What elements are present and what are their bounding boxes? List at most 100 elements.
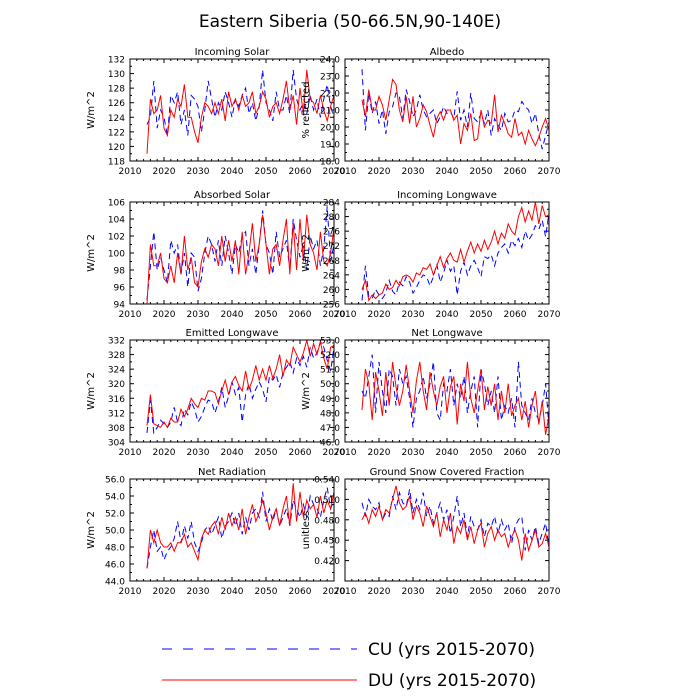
x-tick-label: 2020 — [153, 310, 176, 320]
panel-8: Ground Snow Covered Fraction unitless 2010… — [301, 467, 561, 597]
x-tick-label: 2050 — [470, 587, 493, 597]
y-tick-label: 256 — [323, 301, 340, 311]
y-axis-label: W/m^2 — [301, 372, 312, 410]
x-tick-label: 2050 — [255, 310, 278, 320]
y-tick-label: 94 — [114, 301, 126, 311]
plot-frame — [344, 339, 550, 443]
x-tick-label: 2030 — [187, 448, 210, 458]
x-tick-label: 2030 — [187, 310, 210, 320]
y-tick-label: 312 — [108, 409, 125, 419]
y-tick-label: 24.0 — [320, 56, 340, 66]
x-tick-label: 2040 — [436, 448, 459, 458]
y-tick-label: 280 — [323, 213, 340, 223]
y-axis-label: W/m^2 — [86, 511, 97, 549]
plot-frame — [344, 201, 550, 305]
chart-panels: Incoming Solar W/m^2 2010 2020 2030 2040 2050 2… — [86, 47, 561, 597]
x-tick-label: 2060 — [289, 448, 312, 458]
y-tick-label: 22.0 — [320, 90, 340, 100]
x-tick-label: 2050 — [470, 448, 493, 458]
x-tick-label: 2060 — [504, 167, 527, 177]
x-tick-label: 2010 — [119, 448, 142, 458]
panel-title: Albedo — [430, 47, 465, 58]
x-tick-label: 2020 — [368, 448, 391, 458]
series-line-du — [361, 78, 549, 147]
plot-frame — [129, 58, 335, 162]
panel-7: Net Radiation W/m^2 2010 2020 2030 2040 2050 20… — [86, 467, 346, 597]
x-tick-label: 2070 — [538, 448, 561, 458]
series-line-du — [146, 483, 334, 569]
y-tick-label: 96 — [114, 284, 126, 294]
series-line-cu — [361, 212, 549, 301]
x-tick-label: 2030 — [402, 448, 425, 458]
x-tick-label: 2070 — [323, 587, 346, 597]
x-tick-label: 2010 — [119, 310, 142, 320]
x-tick-label: 2070 — [323, 167, 346, 177]
y-tick-label: 0.420 — [314, 557, 340, 567]
y-tick-label: 54.0 — [105, 493, 125, 503]
y-tick-label: 126 — [108, 99, 125, 109]
x-tick-label: 2060 — [504, 448, 527, 458]
x-tick-label: 2010 — [334, 448, 357, 458]
y-tick-label: 18.0 — [320, 158, 340, 168]
y-axis-label: W/m^2 — [86, 234, 97, 272]
x-tick-label: 2040 — [221, 310, 244, 320]
y-tick-label: 124 — [108, 114, 125, 124]
y-tick-label: 268 — [323, 257, 340, 267]
x-tick-label: 2020 — [368, 167, 391, 177]
x-tick-label: 2010 — [334, 310, 357, 320]
panel-5: Emitted Longwave W/m^2 2010 2020 2030 2040 205… — [86, 328, 346, 458]
y-tick-label: 122 — [108, 128, 125, 138]
x-tick-label: 2040 — [436, 587, 459, 597]
y-tick-label: 130 — [108, 70, 125, 80]
y-axis-label: % reflected — [301, 81, 312, 138]
legend-label-du: DU (yrs 2015-2070) — [368, 671, 536, 691]
y-tick-label: 23.0 — [320, 73, 340, 83]
y-tick-label: 50.0 — [320, 380, 340, 390]
x-tick-label: 2040 — [436, 310, 459, 320]
panel-title: Incoming Longwave — [397, 190, 497, 201]
series-line-cu — [146, 487, 334, 569]
y-tick-label: 20.0 — [320, 124, 340, 134]
legend-label-cu: CU (yrs 2015-2070) — [368, 640, 535, 660]
panel-title: Ground Snow Covered Fraction — [370, 467, 525, 478]
panel-title: Emitted Longwave — [186, 328, 279, 339]
y-tick-label: 100 — [108, 250, 125, 260]
plot-frame — [344, 478, 550, 582]
panel-1: Incoming Solar W/m^2 2010 2020 2030 2040 2050 2… — [86, 47, 346, 177]
y-tick-label: 0.540 — [314, 476, 340, 486]
plot-frame — [129, 478, 335, 582]
panel-title: Net Longwave — [411, 328, 482, 339]
legend: CU (yrs 2015-2070) DU (yrs 2015-2070) — [162, 640, 536, 691]
y-tick-label: 102 — [108, 233, 125, 243]
y-tick-label: 304 — [108, 439, 125, 449]
y-tick-label: 316 — [108, 395, 125, 405]
panel-4: Incoming Longwave W/m^2 2010 2020 2030 2040 20… — [301, 190, 561, 320]
y-tick-label: 328 — [108, 351, 125, 361]
y-axis-label: W/m^2 — [86, 91, 97, 129]
x-tick-label: 2040 — [221, 448, 244, 458]
x-tick-label: 2040 — [221, 167, 244, 177]
y-tick-label: 46.0 — [105, 561, 125, 571]
x-tick-label: 2060 — [289, 587, 312, 597]
x-tick-label: 2030 — [402, 310, 425, 320]
series-line-du — [361, 202, 549, 302]
plot-frame — [129, 339, 335, 443]
x-tick-label: 2050 — [255, 448, 278, 458]
y-tick-label: 0.510 — [314, 496, 340, 506]
x-tick-label: 2070 — [538, 167, 561, 177]
x-tick-label: 2070 — [538, 310, 561, 320]
y-tick-label: 49.0 — [320, 395, 340, 405]
y-tick-label: 128 — [108, 85, 125, 95]
y-tick-label: 324 — [108, 366, 125, 376]
x-tick-label: 2060 — [289, 310, 312, 320]
y-axis-label: W/m^2 — [301, 234, 312, 272]
y-tick-label: 51.0 — [320, 366, 340, 376]
series-line-cu — [361, 489, 549, 551]
y-tick-label: 50.0 — [105, 527, 125, 537]
x-tick-label: 2020 — [368, 310, 391, 320]
x-tick-label: 2060 — [504, 310, 527, 320]
y-tick-label: 320 — [108, 380, 125, 390]
x-tick-label: 2070 — [538, 587, 561, 597]
panel-3: Absorbed Solar W/m^2 2010 2020 2030 2040 2050 2… — [86, 190, 346, 320]
